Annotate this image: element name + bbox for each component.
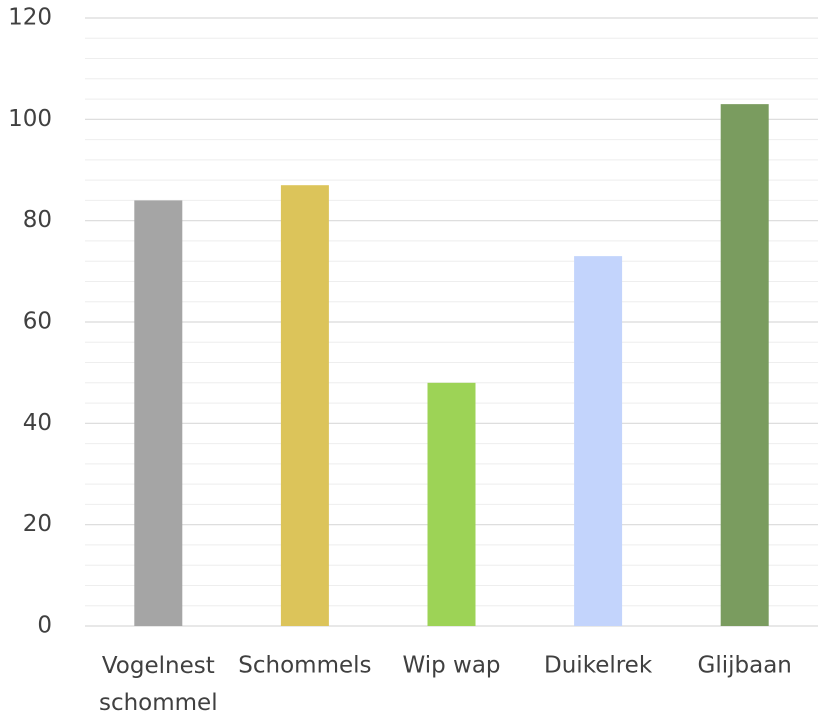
x-tick-label: Duikelrek — [544, 653, 653, 679]
x-tick-label: Schommels — [238, 653, 371, 679]
x-tick-label: Vogelnest schommel — [99, 653, 218, 716]
x-tick-label: Wip wap — [402, 653, 500, 679]
bar — [574, 256, 623, 626]
bar — [280, 185, 329, 626]
y-tick-label: 100 — [8, 106, 52, 132]
bar — [720, 104, 769, 627]
y-tick-label: 80 — [23, 207, 52, 233]
y-tick-label: 40 — [23, 410, 52, 436]
y-tick-label: 0 — [37, 613, 52, 639]
y-tick-label: 20 — [23, 511, 52, 537]
y-tick-label: 60 — [23, 309, 52, 335]
y-tick-label: 120 — [8, 5, 52, 31]
bar — [427, 382, 476, 626]
bar — [134, 200, 183, 626]
x-tick-label: Glijbaan — [698, 653, 792, 679]
